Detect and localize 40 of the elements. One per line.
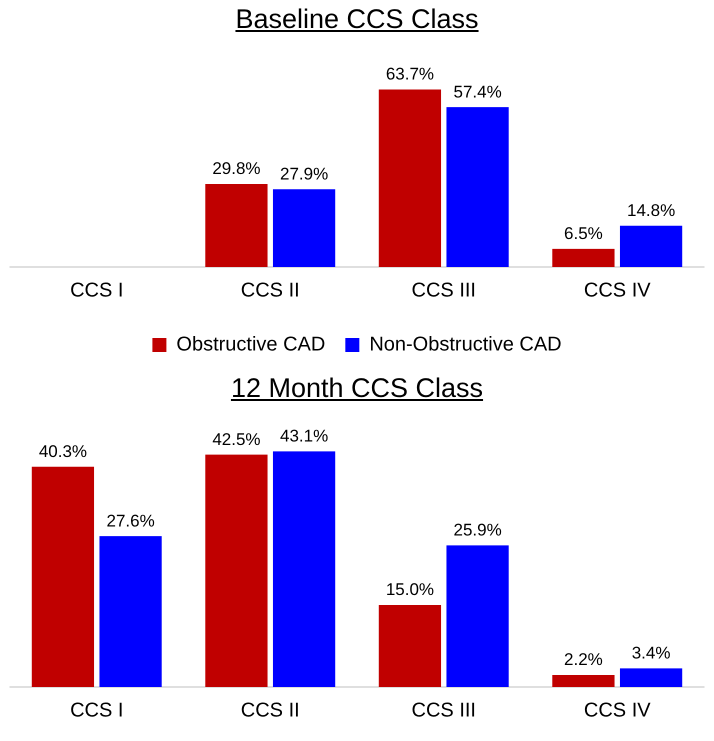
bar <box>99 536 162 687</box>
x-tick-label: CCS III <box>412 700 476 722</box>
data-label: 6.5% <box>564 224 603 244</box>
bar <box>378 605 442 687</box>
bar <box>32 466 94 687</box>
bar <box>620 668 682 687</box>
bar <box>446 107 509 267</box>
legend-label: Obstructive CAD <box>176 334 326 356</box>
bar <box>272 451 336 687</box>
x-tick-label: CCS II <box>240 700 300 722</box>
x-tick-label: CCS IV <box>584 280 652 302</box>
data-label: 2.2% <box>564 650 603 670</box>
bar <box>205 454 268 687</box>
x-tick-label: CCS I <box>70 280 124 302</box>
legend-label: Non-Obstructive CAD <box>369 334 562 356</box>
data-label: 63.7% <box>386 64 434 84</box>
data-label: 3.4% <box>632 644 670 663</box>
data-label: 14.8% <box>626 200 676 220</box>
bar <box>378 90 442 267</box>
bar <box>446 545 509 687</box>
data-label: 57.4% <box>453 82 502 102</box>
x-tick-label: CCS III <box>412 280 476 302</box>
bar <box>272 189 336 267</box>
chart-title: 12 Month CCS Class <box>230 372 484 405</box>
data-label: 25.9% <box>453 520 502 540</box>
bar <box>552 674 615 687</box>
bar <box>620 226 682 267</box>
data-label: 40.3% <box>38 442 88 461</box>
data-label: 42.5% <box>212 430 261 449</box>
bar <box>552 248 615 267</box>
chart-title: Baseline CCS Class <box>234 3 480 36</box>
x-tick-label: CCS IV <box>584 700 652 722</box>
x-tick-label: CCS I <box>70 700 124 722</box>
data-label: 15.0% <box>386 580 434 600</box>
data-label: 27.6% <box>106 511 155 530</box>
x-tick-label: CCS II <box>240 280 300 302</box>
data-label: 27.9% <box>280 164 328 184</box>
data-label: 29.8% <box>212 159 261 178</box>
bar <box>205 184 268 267</box>
data-label: 43.1% <box>280 426 328 446</box>
